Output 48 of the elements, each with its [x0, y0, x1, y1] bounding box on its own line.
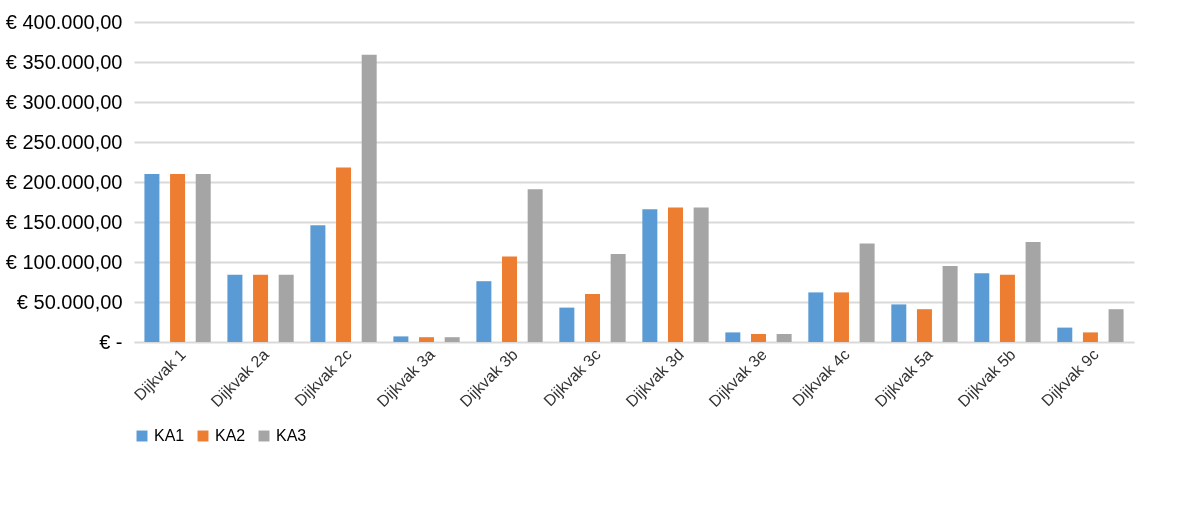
bar	[1082, 332, 1098, 342]
legend-label: KA2	[215, 427, 246, 444]
bar	[833, 292, 849, 342]
bar	[693, 207, 709, 342]
bar	[642, 209, 658, 342]
bar	[1108, 309, 1124, 342]
bar	[393, 336, 409, 342]
y-tick-label: € 50.000,00	[16, 290, 123, 313]
bar	[476, 281, 492, 342]
bar	[527, 189, 543, 342]
y-tick-label: € 150.000,00	[5, 210, 123, 233]
legend-label: KA1	[154, 427, 185, 444]
y-tick-label: € 250.000,00	[5, 130, 123, 153]
bar	[585, 294, 601, 342]
bar	[361, 54, 377, 342]
legend-label: KA3	[276, 427, 307, 444]
bar	[444, 337, 460, 342]
bar	[253, 274, 269, 342]
bar	[916, 309, 932, 342]
bar	[419, 337, 435, 342]
bar	[610, 254, 626, 342]
y-tick-label: € 350.000,00	[5, 50, 123, 73]
bar	[1025, 242, 1041, 342]
bar	[195, 174, 211, 342]
y-tick-label: € -	[99, 330, 123, 353]
bar	[336, 167, 352, 342]
y-tick-label: € 300.000,00	[5, 90, 123, 113]
bar	[974, 273, 990, 342]
bar	[559, 307, 575, 342]
bar	[808, 292, 824, 342]
bar	[776, 334, 792, 342]
bar	[725, 332, 741, 342]
y-tick-label: € 400.000,00	[5, 10, 123, 33]
bar	[502, 256, 518, 342]
y-tick-label: € 200.000,00	[5, 170, 123, 193]
bar	[942, 266, 958, 342]
y-tick-label: € 100.000,00	[5, 250, 123, 273]
bar	[278, 274, 294, 342]
bar	[750, 334, 766, 342]
bar	[999, 274, 1015, 342]
bar	[227, 274, 243, 342]
bar	[170, 174, 186, 342]
bar	[310, 225, 326, 342]
bar	[859, 243, 875, 342]
bar	[891, 304, 907, 342]
bar	[667, 207, 683, 342]
bar	[1057, 327, 1073, 342]
bar	[144, 174, 160, 342]
